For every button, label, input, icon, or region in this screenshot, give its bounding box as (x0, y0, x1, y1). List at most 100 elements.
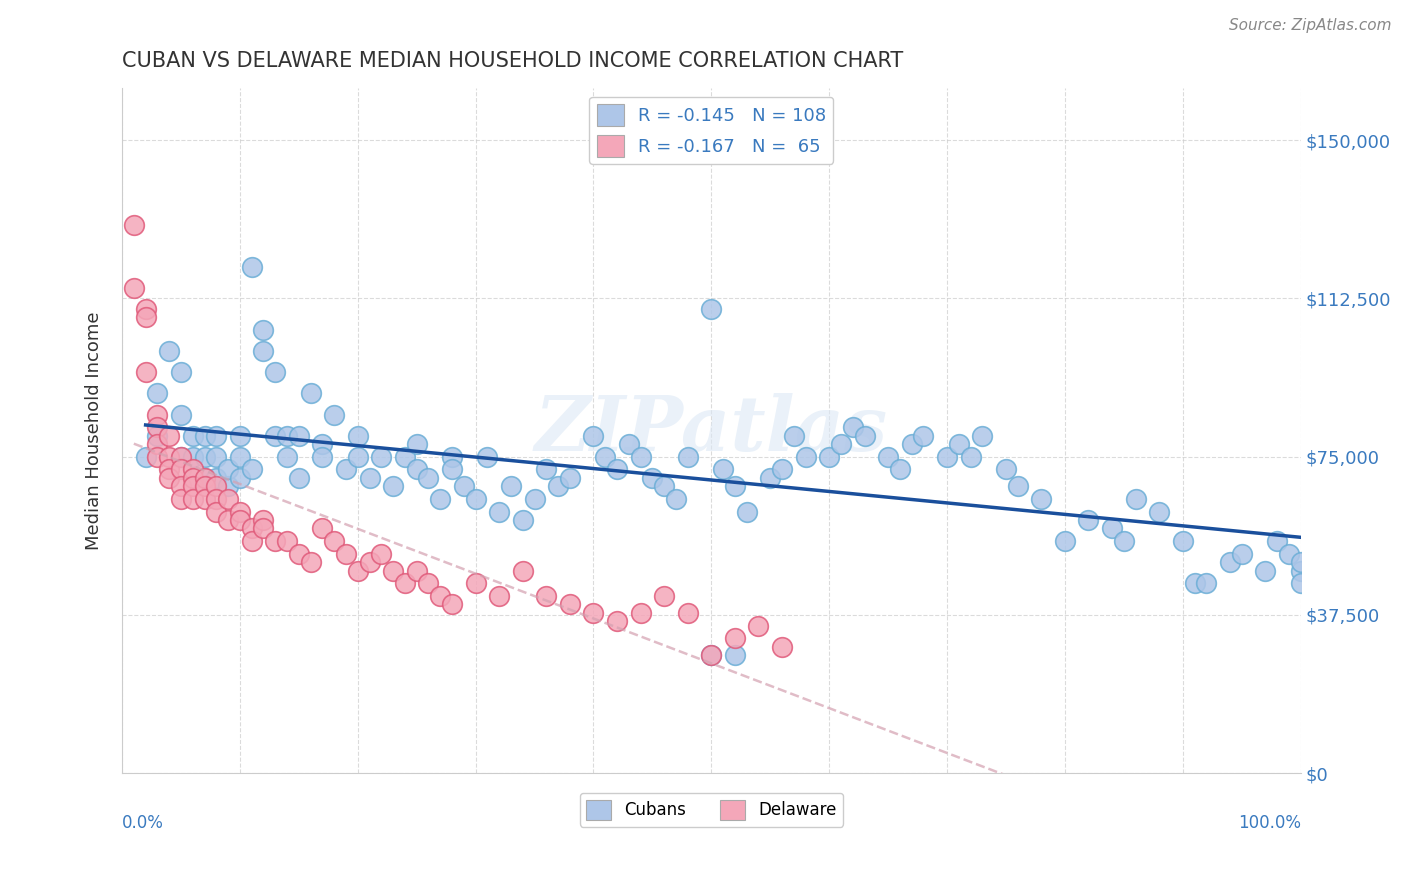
Point (170, 479, 193, 493)
Point (346, 564, 368, 578)
Point (889, 462, 911, 476)
Point (405, 462, 427, 476)
Point (157, 471, 180, 485)
Point (512, 564, 534, 578)
Point (146, 428, 169, 442)
Point (1254, 564, 1277, 578)
Point (323, 408, 346, 422)
Point (181, 479, 204, 493)
Point (157, 462, 180, 476)
Point (405, 564, 427, 578)
Point (1289, 555, 1312, 569)
Point (170, 365, 193, 379)
Point (205, 450, 228, 464)
Point (488, 505, 510, 519)
Point (288, 428, 311, 442)
Point (724, 479, 747, 493)
Point (558, 471, 581, 485)
Point (1289, 564, 1312, 578)
Point (972, 428, 994, 442)
Point (382, 479, 405, 493)
Y-axis label: Median Household Income: Median Household Income (86, 311, 103, 549)
Point (276, 428, 298, 442)
Point (900, 437, 922, 451)
Point (323, 534, 346, 549)
Point (477, 450, 499, 464)
Point (217, 462, 239, 476)
Point (794, 450, 817, 464)
Point (370, 450, 392, 464)
Point (122, 218, 145, 232)
Point (429, 491, 451, 506)
Point (276, 450, 298, 464)
Point (994, 462, 1017, 476)
Point (264, 428, 287, 442)
Point (536, 462, 558, 476)
Point (1289, 576, 1312, 591)
Point (288, 547, 311, 561)
Point (170, 491, 193, 506)
Point (394, 450, 416, 464)
Point (346, 450, 368, 464)
Point (170, 462, 193, 476)
Point (1278, 547, 1301, 561)
Point (135, 301, 157, 316)
Point (240, 534, 263, 549)
Point (735, 505, 758, 519)
Point (405, 437, 427, 451)
Point (181, 471, 204, 485)
Text: 100.0%: 100.0% (1237, 814, 1301, 832)
Point (770, 640, 793, 654)
Point (441, 462, 464, 476)
Point (240, 521, 263, 535)
Point (193, 491, 215, 506)
Point (193, 428, 215, 442)
Point (1112, 534, 1135, 549)
Point (1219, 555, 1241, 569)
Point (146, 408, 169, 422)
Point (229, 428, 252, 442)
Point (170, 450, 193, 464)
Point (630, 450, 652, 464)
Point (1195, 576, 1218, 591)
Point (547, 479, 569, 493)
Point (1031, 491, 1053, 506)
Point (205, 491, 228, 506)
Point (418, 576, 440, 591)
Point (700, 301, 723, 316)
Point (652, 479, 675, 493)
Text: 0.0%: 0.0% (122, 814, 165, 832)
Point (170, 408, 193, 422)
Point (146, 450, 169, 464)
Point (229, 471, 252, 485)
Point (229, 505, 252, 519)
Point (877, 450, 900, 464)
Point (441, 598, 464, 612)
Point (453, 479, 475, 493)
Point (240, 260, 263, 274)
Point (948, 437, 970, 451)
Point (135, 310, 157, 325)
Point (346, 428, 368, 442)
Point (676, 450, 699, 464)
Point (724, 648, 747, 662)
Point (700, 648, 723, 662)
Point (359, 555, 381, 569)
Point (665, 491, 688, 506)
Point (842, 420, 865, 434)
Point (157, 450, 180, 464)
Point (264, 365, 287, 379)
Point (146, 437, 169, 451)
Point (181, 491, 204, 506)
Point (252, 521, 274, 535)
Point (593, 450, 616, 464)
Point (582, 428, 605, 442)
Point (912, 428, 935, 442)
Point (536, 589, 558, 603)
Point (1007, 479, 1029, 493)
Point (759, 471, 782, 485)
Text: ZIPatlas: ZIPatlas (534, 393, 889, 467)
Point (181, 462, 204, 476)
Point (276, 534, 298, 549)
Point (429, 589, 451, 603)
